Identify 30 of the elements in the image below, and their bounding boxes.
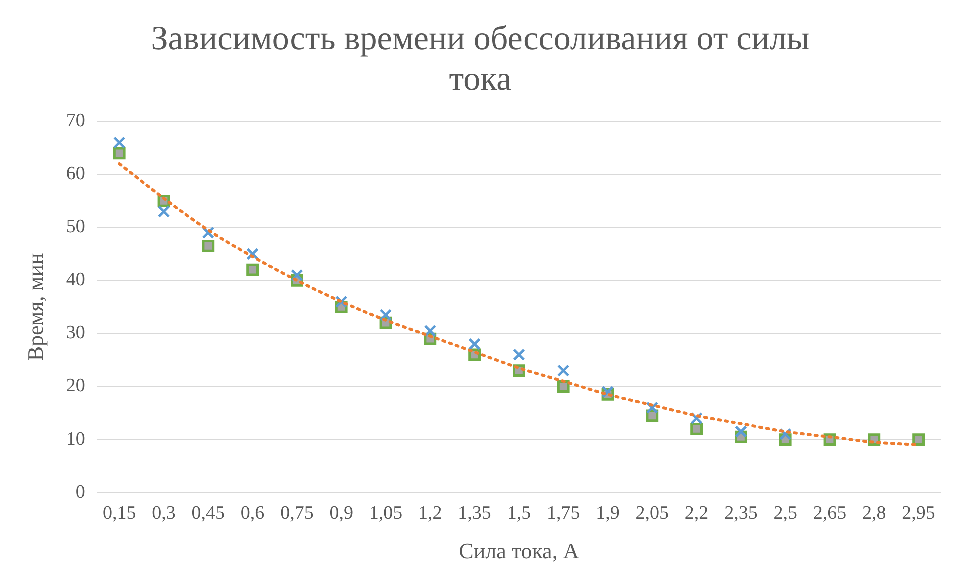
x-tick-label: 2,95 bbox=[902, 503, 936, 524]
x-tick-label: 1,35 bbox=[458, 503, 492, 524]
x-tick-label: 1,9 bbox=[596, 503, 620, 524]
x-tick-label: 0,6 bbox=[240, 503, 265, 524]
x-axis-title: Сила тока, А bbox=[459, 538, 580, 564]
y-tick-label: 10 bbox=[66, 428, 86, 450]
x-tick-label: 2,5 bbox=[774, 503, 798, 524]
y-tick-label: 20 bbox=[66, 376, 86, 397]
y-tick-label: 60 bbox=[66, 164, 86, 185]
x-tick-label: 1,5 bbox=[507, 503, 532, 524]
x-tick-label: 2,8 bbox=[862, 503, 886, 524]
x-tick-label: 2,65 bbox=[813, 503, 847, 524]
x-tick-label: 2,2 bbox=[684, 503, 709, 524]
y-tick-label: 0 bbox=[76, 482, 86, 503]
x-tick-label: 0,45 bbox=[192, 503, 226, 524]
x-tick-label: 2,35 bbox=[724, 503, 758, 524]
x-tick-label: 1,2 bbox=[418, 503, 442, 524]
y-axis-title: Время, мин bbox=[22, 253, 48, 362]
y-tick-label: 50 bbox=[66, 216, 86, 238]
y-tick-label: 30 bbox=[66, 322, 86, 344]
x-tick-label: 0,9 bbox=[330, 503, 354, 524]
chart-title: Зависимость времени обессоливания от силы тока bbox=[151, 20, 810, 98]
x-tick-label: 1,75 bbox=[546, 503, 580, 524]
x-tick-label: 0,3 bbox=[152, 503, 176, 524]
y-tick-label: 40 bbox=[66, 270, 86, 291]
x-tick-label: 0,75 bbox=[280, 503, 314, 524]
y-tick-label: 70 bbox=[66, 110, 86, 132]
x-tick-label: 2,05 bbox=[636, 503, 670, 524]
x-tick-label: 1,05 bbox=[369, 503, 403, 524]
x-tick-label: 0,15 bbox=[102, 503, 136, 524]
